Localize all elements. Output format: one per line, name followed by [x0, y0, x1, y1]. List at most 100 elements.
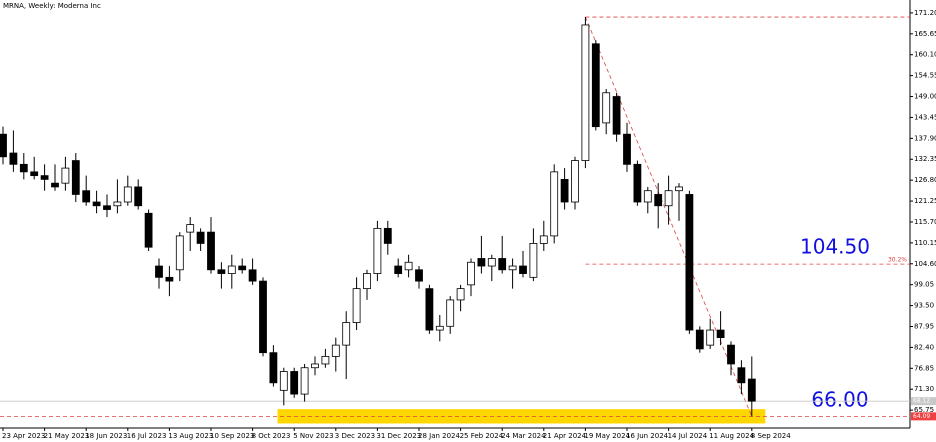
candle-body: [9, 152, 18, 165]
y-tick-label: 104.60: [914, 260, 936, 268]
x-tick-label: 24 Mar 2024: [501, 432, 546, 440]
y-tick-label: 115.70: [914, 218, 936, 226]
candle-body: [581, 24, 590, 161]
candle-body: [207, 231, 215, 271]
candle-body: [227, 265, 236, 274]
last-price-label: 68.12: [913, 398, 930, 405]
candle-body: [654, 194, 663, 207]
candle-body: [529, 243, 538, 278]
x-tick-label: 21 May 2023: [44, 432, 90, 440]
x-tick-label: 10 Sep 2023: [210, 432, 254, 440]
x-tick-label: 16 Jul 2023: [127, 432, 167, 440]
y-tick-label: 121.25: [914, 197, 936, 205]
candle-body: [71, 160, 80, 195]
candle-body: [643, 190, 652, 203]
fib-trendline: [585, 16, 753, 417]
candle-body: [238, 265, 247, 271]
candle-body: [425, 288, 434, 331]
candle-body: [508, 265, 517, 271]
candle-body: [290, 371, 299, 395]
candle-body: [19, 163, 28, 173]
candle-body: [560, 178, 569, 203]
y-tick-label: 82.40: [914, 343, 934, 351]
x-tick-label: 13 Aug 2023: [168, 432, 213, 440]
candle-body: [259, 280, 267, 354]
x-tick-label: 8 Oct 2023: [252, 432, 291, 440]
zone-price-label: 66.00: [811, 388, 868, 412]
fib-price-label: 104.50: [800, 235, 870, 259]
candle-body: [30, 171, 39, 177]
y-tick-label: 165.65: [914, 30, 936, 38]
y-tick-label: 126.80: [914, 176, 936, 184]
candle-body: [269, 352, 278, 384]
y-tick-label: 137.90: [914, 134, 936, 142]
candle-body: [446, 299, 455, 327]
candle-body: [456, 288, 465, 301]
candle-body: [217, 269, 226, 274]
x-tick-label: 16 Jun 2024: [626, 432, 669, 440]
y-tick-label: 132.35: [914, 155, 936, 163]
x-tick-label: 21 Apr 2024: [543, 432, 587, 440]
candle-body: [0, 133, 7, 158]
candle-body: [311, 363, 319, 369]
y-tick-label: 76.85: [914, 364, 934, 372]
x-tick-label: 11 Aug 2024: [709, 432, 754, 440]
candle-body: [113, 201, 122, 207]
candle-body: [519, 265, 527, 274]
low-price-tag: [911, 412, 936, 421]
candle-body: [675, 186, 683, 192]
y-tick-label: 149.00: [914, 93, 936, 101]
y-tick-label: 87.95: [914, 322, 934, 330]
x-tick-label: 28 Jan 2024: [418, 432, 461, 440]
candle-body: [321, 356, 330, 365]
candle-body: [352, 288, 361, 323]
candle-body: [300, 367, 309, 395]
candle-body: [571, 160, 579, 203]
candle-body: [633, 163, 642, 203]
candle-body: [695, 329, 704, 350]
candle-body: [373, 227, 382, 274]
y-tick-label: 110.15: [914, 239, 936, 247]
candle-body: [394, 265, 403, 274]
candle-body: [415, 269, 423, 282]
y-tick-label: 65.75: [914, 406, 934, 414]
y-tick-label: 99.05: [914, 281, 934, 289]
candle-body: [82, 190, 91, 203]
candle-body: [279, 371, 288, 391]
candle-body: [550, 171, 559, 237]
candle-body: [103, 205, 111, 210]
candle-body: [747, 378, 756, 402]
candle-body: [706, 329, 715, 346]
y-tick-label: 154.55: [914, 72, 936, 80]
x-tick-label: 31 Dec 2023: [376, 432, 421, 440]
y-tick-label: 93.50: [914, 302, 934, 310]
candle-body: [404, 261, 413, 271]
x-tick-label: 5 Nov 2023: [293, 432, 333, 440]
low-price-label: 64.09: [913, 413, 930, 420]
candle-body: [186, 224, 195, 233]
x-tick-label: 8 Sep 2024: [751, 432, 791, 440]
candle-body: [487, 258, 496, 267]
candle-body: [144, 212, 153, 248]
x-tick-label: 23 Apr 2023: [2, 432, 45, 440]
candle-body: [612, 96, 621, 135]
candle-body: [342, 322, 351, 346]
candle-body: [498, 258, 507, 271]
candle-body: [435, 325, 444, 331]
candle-body: [165, 276, 174, 282]
y-tick-label: 171.20: [914, 9, 936, 17]
candle-body: [467, 261, 475, 286]
candle-body: [664, 190, 673, 207]
x-tick-label: 18 Jun 2023: [85, 432, 127, 440]
x-tick-label: 19 May 2024: [584, 432, 630, 440]
x-tick-label: 14 Jul 2024: [668, 432, 708, 440]
candle-body: [123, 186, 132, 203]
candle-body: [602, 92, 611, 124]
y-tick-label: 160.10: [914, 51, 936, 59]
candle-body: [383, 227, 392, 244]
y-tick-label: 71.30: [914, 385, 934, 393]
candle-body: [623, 133, 631, 165]
candle-body: [40, 175, 49, 180]
